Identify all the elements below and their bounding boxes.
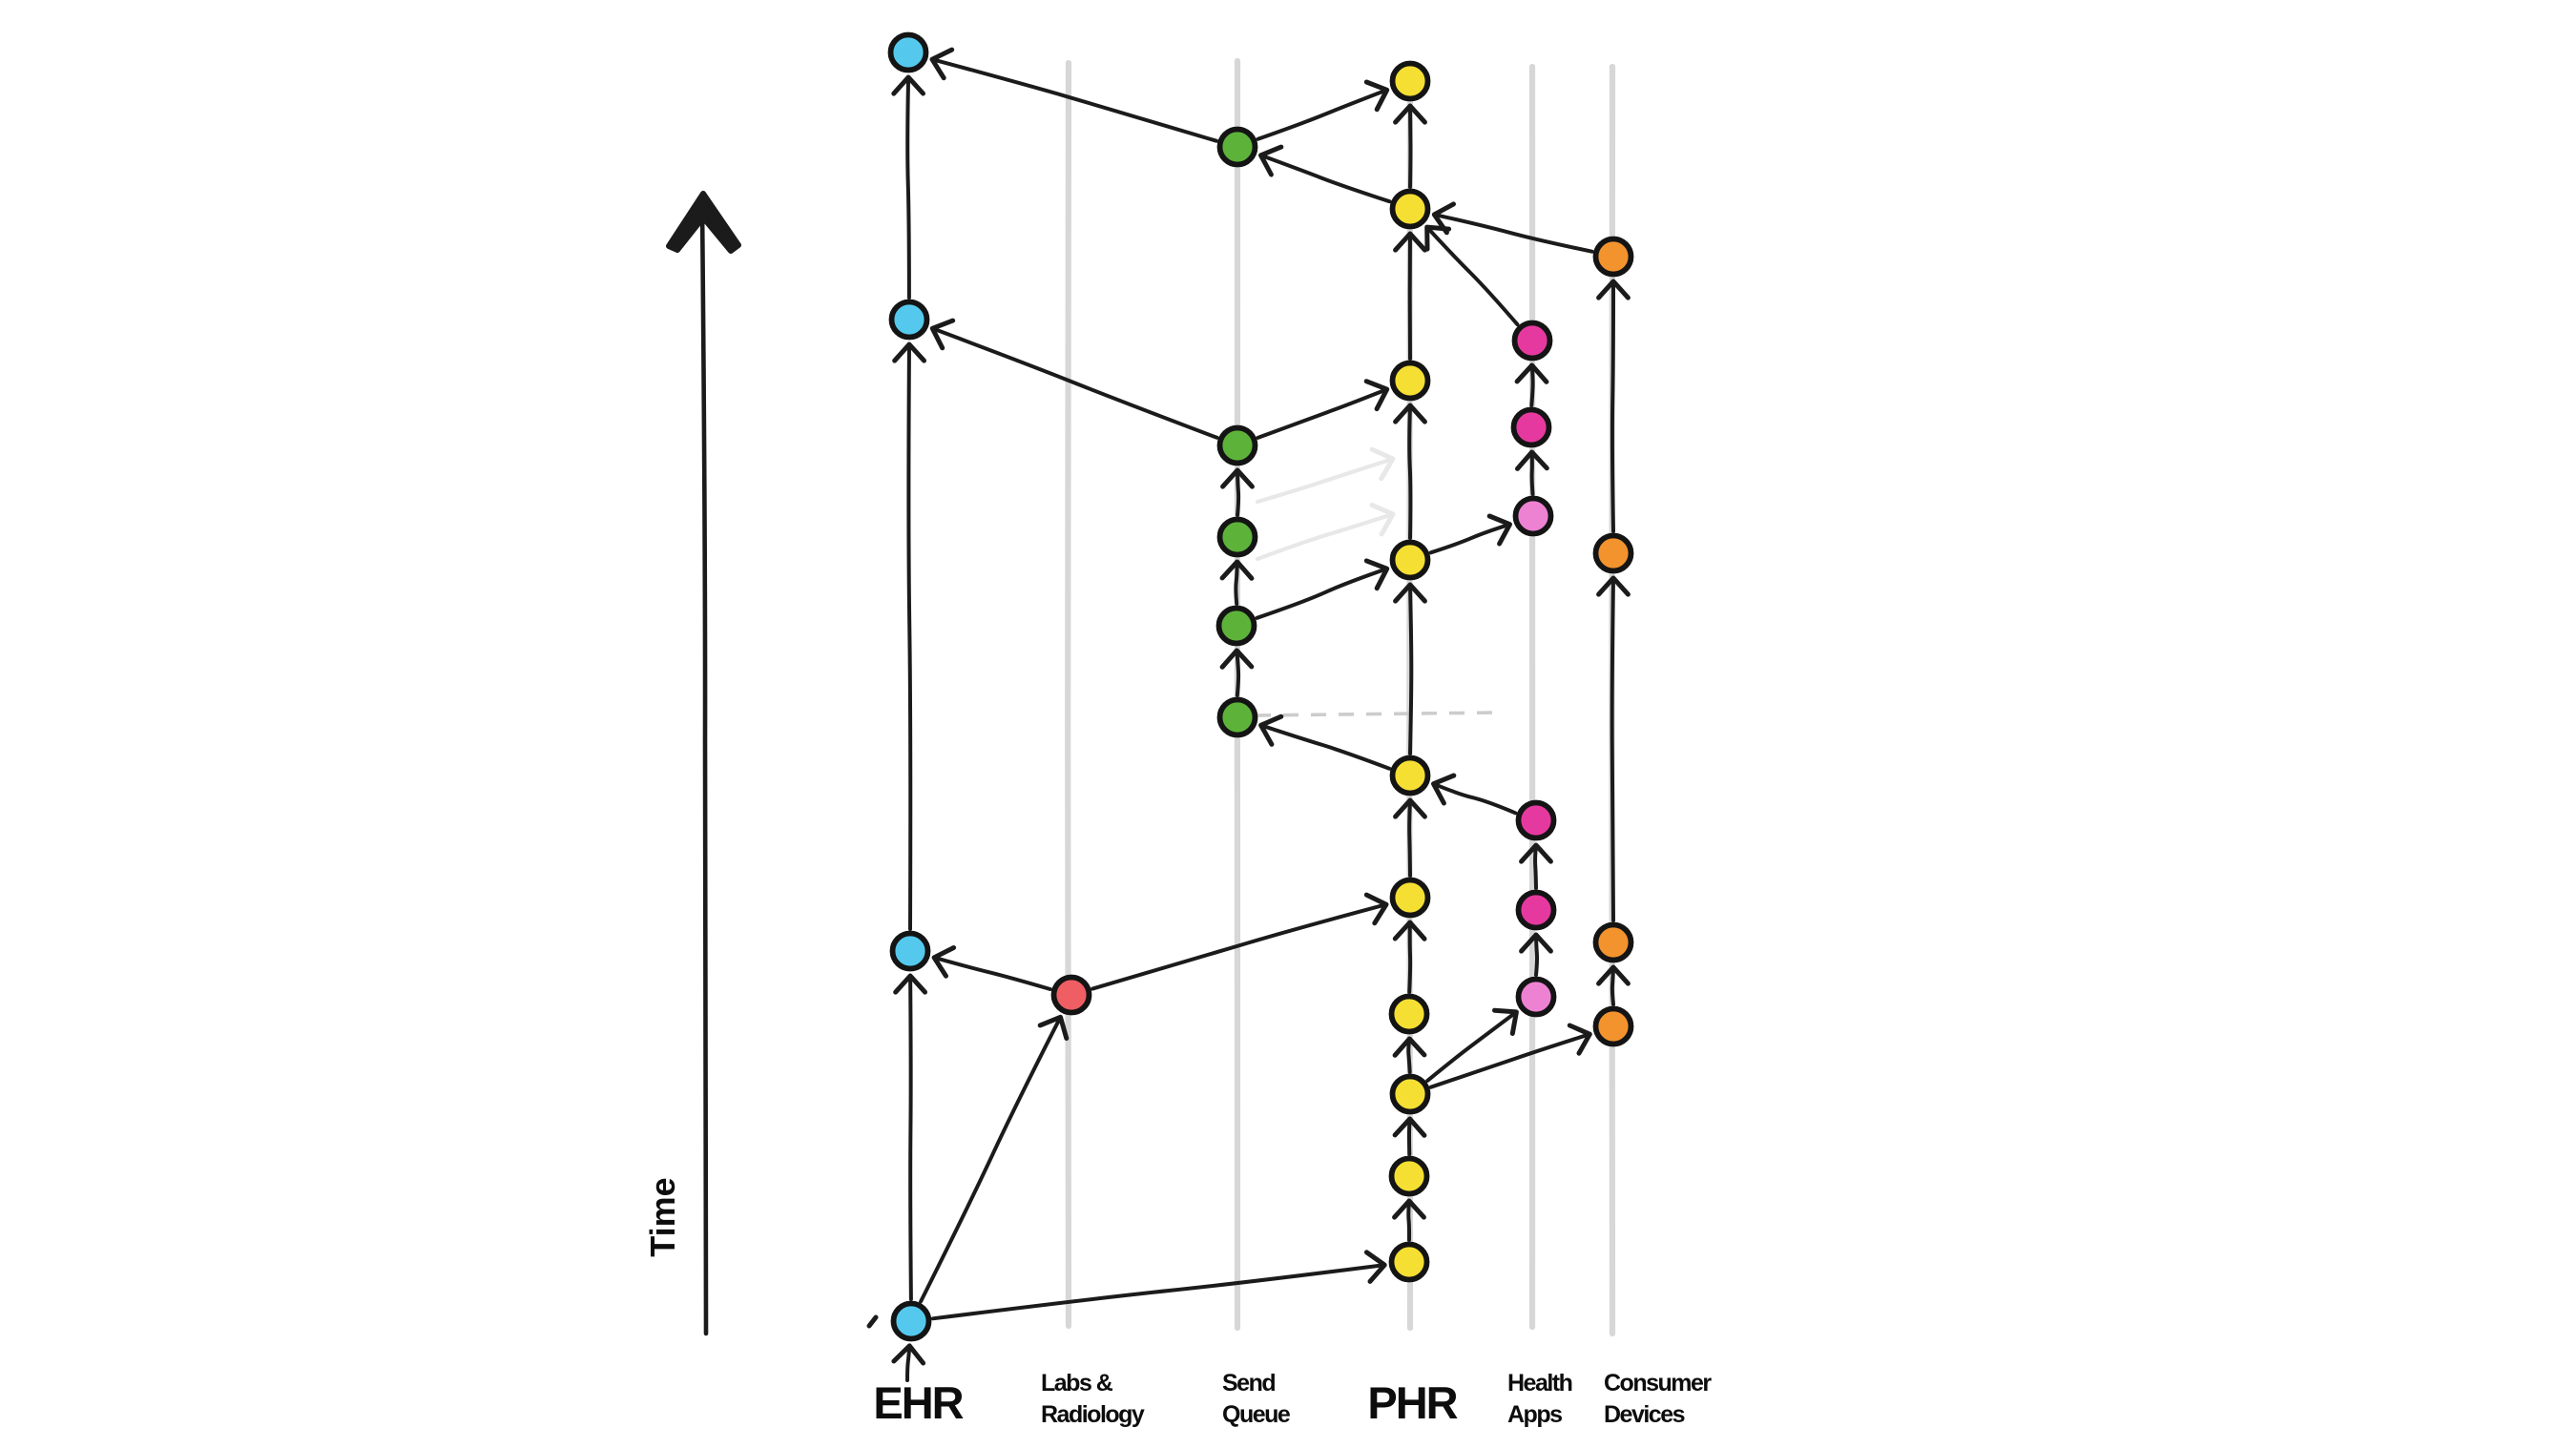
svg-text:Labs &: Labs & [1041,1370,1113,1396]
svg-text:Apps: Apps [1507,1401,1562,1428]
svg-text:Queue: Queue [1222,1401,1291,1428]
svg-text:Health: Health [1507,1370,1572,1396]
svg-text:Devices: Devices [1604,1401,1685,1428]
svg-text:Send: Send [1222,1370,1275,1396]
svg-text:Consumer: Consumer [1604,1370,1712,1396]
svg-text:PHR: PHR [1367,1377,1457,1428]
svg-text:EHR: EHR [873,1377,963,1428]
svg-text:Time: Time [643,1177,682,1256]
svg-text:Radiology: Radiology [1041,1401,1145,1428]
